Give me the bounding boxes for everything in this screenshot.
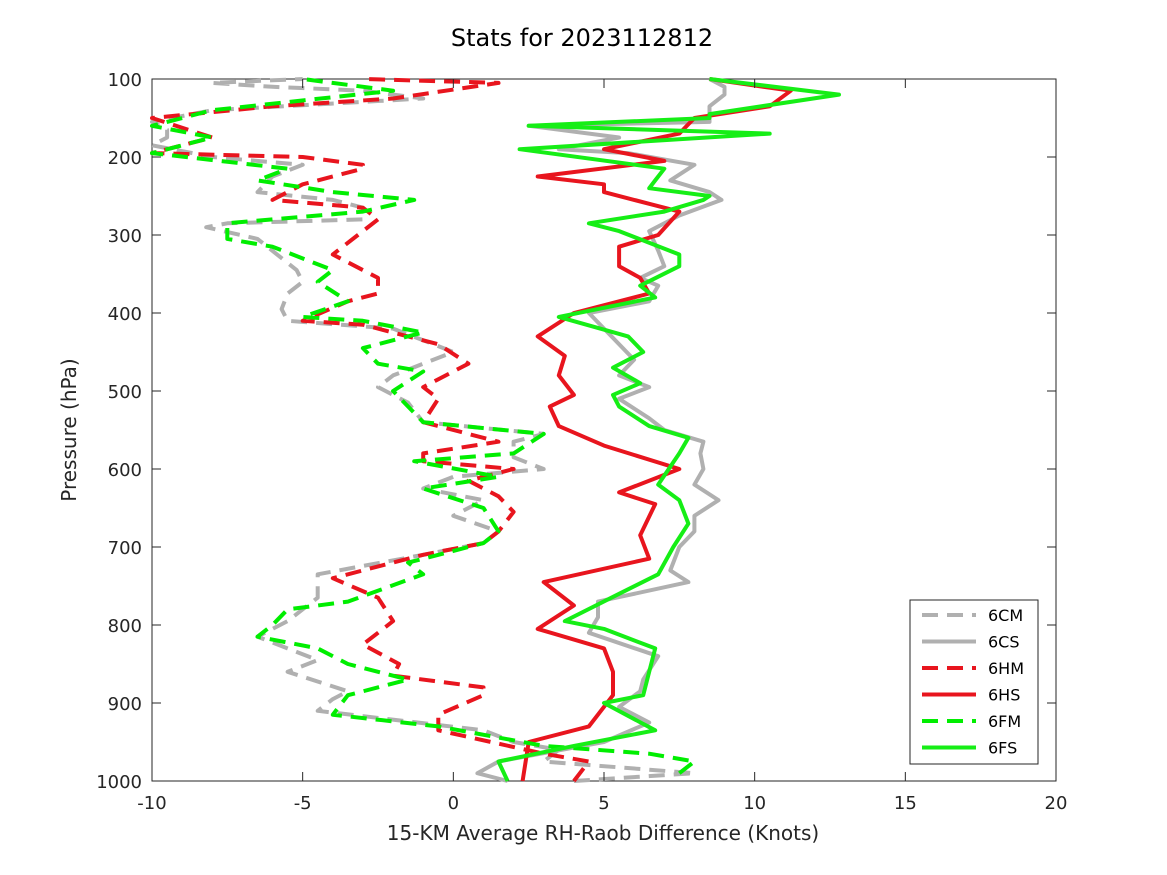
y-tick-label: 500 [108,382,142,403]
y-axis-label: Pressure (hPa) [57,358,81,501]
x-tick-label: 0 [448,793,459,814]
chart-title: Stats for 2023112812 [451,24,713,52]
legend-label-6hm: 6HM [988,659,1024,678]
y-tick-label: 1000 [96,772,142,793]
x-tick-label: -10 [137,793,166,814]
y-tick-label: 900 [108,694,142,715]
y-tick-label: 200 [108,148,142,169]
legend-label-6cm: 6CM [988,606,1023,625]
series-line-6cm [150,77,697,783]
legend-label-6hs: 6HS [988,686,1020,705]
series-layer [150,77,841,783]
legend-box [909,599,1039,765]
x-axis-label: 15-KM Average RH-Raob Difference (Knots) [387,821,819,845]
y-tick-label: 300 [108,226,142,247]
x-tick-label: -5 [294,793,312,814]
x-tick-label: 10 [743,793,766,814]
legend-label-6fs: 6FS [988,739,1017,758]
series-line-6fm [150,77,697,775]
y-tick-label: 100 [108,70,142,91]
tick-layer: -10 -5 0 5 10 15 20 100 200 300 400 500 600 700 800 900… [96,70,1067,814]
legend-label-6cs: 6CS [988,633,1020,652]
y-tick-label: 400 [108,304,142,325]
y-tick-label: 800 [108,616,142,637]
legend-label-6fm: 6FM [988,712,1021,731]
x-tick-label: 20 [1045,793,1068,814]
x-tick-label: 15 [894,793,917,814]
series-line-6fs [496,77,841,782]
series-line-6hm [150,77,591,783]
x-tick-label: 5 [598,793,609,814]
y-tick-label: 600 [108,460,142,481]
series-line-6hs [520,77,793,782]
legend: 6CM 6CS 6HM 6HS 6FM 6FS [909,599,1039,765]
y-tick-label: 700 [108,538,142,559]
